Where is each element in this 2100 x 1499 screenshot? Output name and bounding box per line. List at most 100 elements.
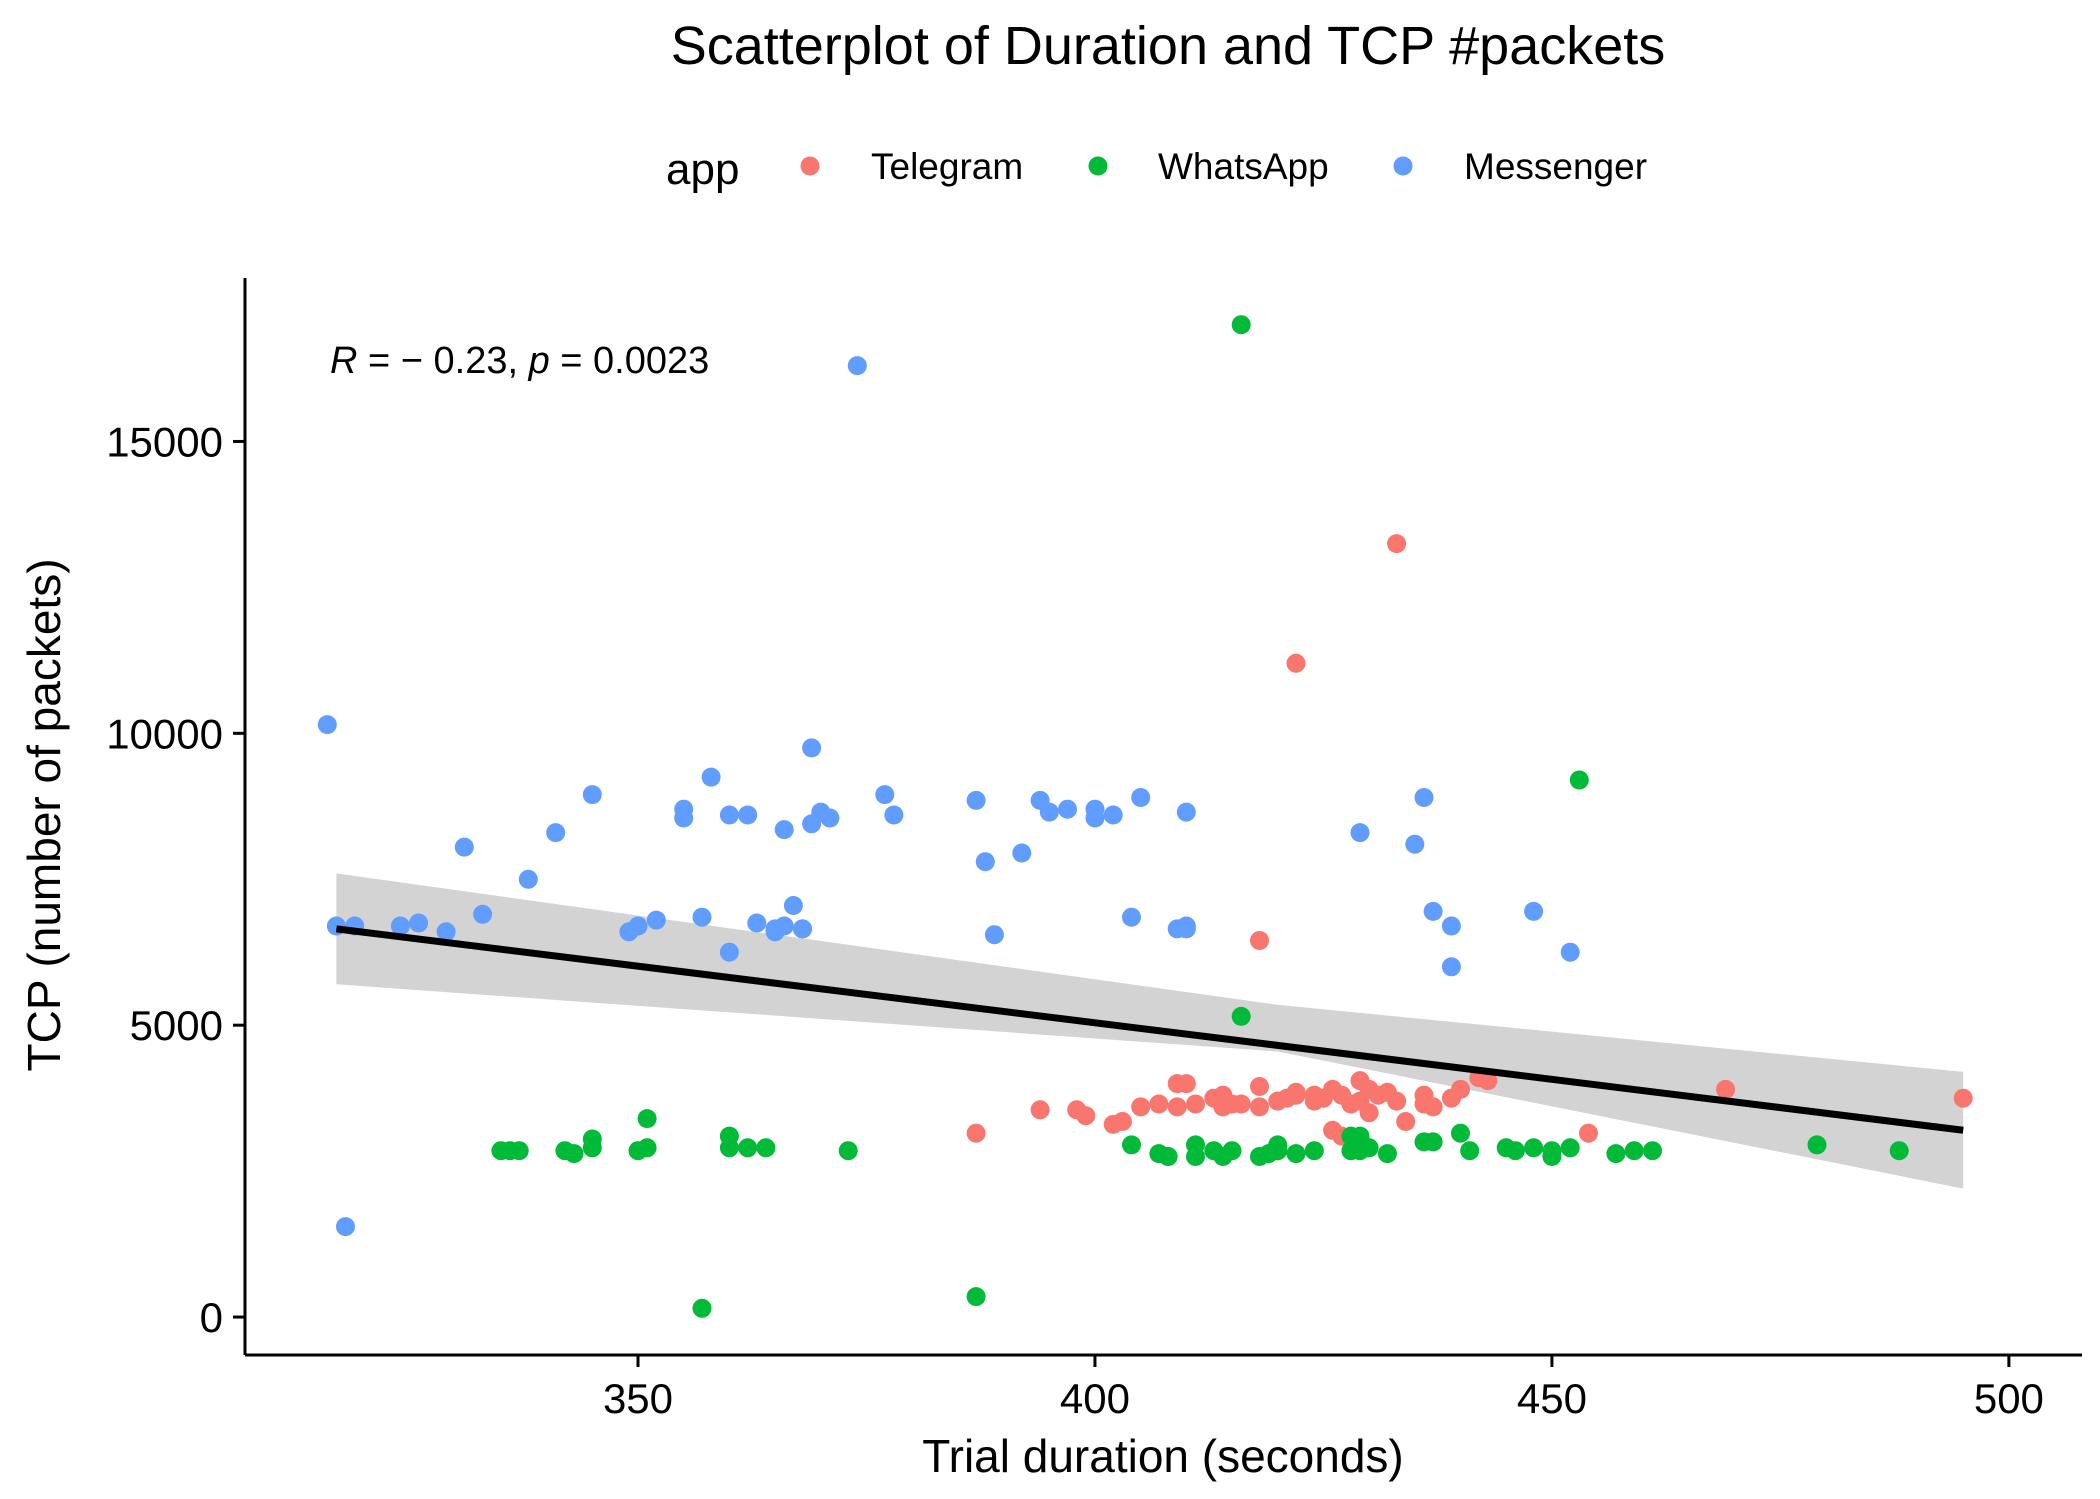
x-tick-label: 350 — [603, 1375, 673, 1422]
point-messenger — [1350, 823, 1370, 843]
point-messenger — [774, 820, 794, 840]
y-tick-label: 10000 — [106, 710, 223, 757]
point-messenger — [674, 808, 694, 828]
point-messenger — [1012, 843, 1032, 863]
point-messenger — [390, 916, 410, 936]
point-whatsapp — [756, 1138, 776, 1158]
point-telegram — [1076, 1106, 1096, 1126]
point-messenger — [1176, 802, 1196, 822]
point-telegram — [1112, 1112, 1132, 1131]
point-telegram — [1149, 1094, 1169, 1114]
point-telegram — [1396, 1112, 1416, 1131]
point-messenger — [847, 356, 867, 376]
point-messenger — [1085, 799, 1105, 819]
point-whatsapp — [738, 1138, 758, 1158]
point-telegram — [1250, 1097, 1269, 1117]
point-messenger — [884, 805, 904, 825]
point-telegram — [1359, 1103, 1379, 1123]
legend-label-telegram: Telegram — [871, 146, 1023, 187]
point-whatsapp — [637, 1109, 657, 1129]
point-telegram — [1250, 1077, 1269, 1096]
point-whatsapp — [1624, 1141, 1644, 1161]
x-tick-label: 450 — [1517, 1375, 1587, 1422]
p-value: = 0.0023 — [550, 340, 710, 382]
point-messenger — [738, 805, 758, 825]
point-messenger — [774, 916, 794, 936]
point-messenger — [719, 805, 739, 825]
point-whatsapp — [1542, 1141, 1562, 1161]
point-messenger — [436, 922, 456, 942]
point-whatsapp — [1122, 1135, 1141, 1155]
point-messenger — [646, 910, 666, 930]
point-telegram — [1250, 931, 1269, 950]
legend: app Telegram WhatsApp Messenger — [666, 145, 1647, 194]
point-messenger — [875, 785, 895, 805]
point-messenger — [1131, 788, 1151, 807]
y-axis-ticks: 0 5000 10000 15000 — [106, 418, 245, 1341]
legend-title: app — [666, 145, 739, 194]
point-messenger — [1405, 834, 1425, 854]
y-axis-title: TCP (number of packets) — [18, 558, 70, 1071]
point-messenger — [546, 823, 566, 843]
point-messenger — [1414, 788, 1434, 807]
points-layer — [317, 315, 1973, 1318]
point-telegram — [1953, 1088, 1973, 1108]
trend-line-layer — [335, 925, 1964, 1134]
point-whatsapp — [1158, 1147, 1178, 1166]
point-whatsapp — [1807, 1135, 1827, 1155]
point-messenger — [1176, 919, 1196, 939]
point-telegram — [1387, 1091, 1407, 1111]
point-telegram — [1451, 1079, 1470, 1099]
legend-label-messenger: Messenger — [1464, 146, 1647, 187]
point-whatsapp — [1505, 1141, 1525, 1161]
x-tick-label: 500 — [1974, 1375, 2044, 1422]
point-whatsapp — [1231, 315, 1251, 335]
point-whatsapp — [582, 1138, 602, 1158]
point-messenger — [409, 913, 429, 933]
point-telegram — [1579, 1123, 1598, 1143]
point-messenger — [336, 1217, 355, 1237]
correlation-annotation: R = − 0.23, p = 0.0023 — [330, 340, 709, 382]
point-messenger — [454, 837, 474, 857]
point-messenger — [802, 738, 822, 758]
point-whatsapp — [1560, 1138, 1580, 1158]
point-telegram — [1286, 653, 1306, 673]
y-tick-label: 15000 — [106, 418, 223, 465]
r-value: = − 0.23, — [357, 340, 528, 382]
x-axis-title: Trial duration (seconds) — [922, 1430, 1404, 1482]
point-whatsapp — [564, 1144, 584, 1164]
point-whatsapp — [719, 1138, 739, 1158]
point-messenger — [984, 925, 1004, 945]
point-whatsapp — [1889, 1141, 1909, 1161]
point-messenger — [1122, 907, 1141, 927]
point-messenger — [582, 785, 602, 805]
point-whatsapp — [1423, 1132, 1443, 1152]
point-messenger — [1058, 799, 1077, 819]
point-telegram — [1423, 1097, 1443, 1117]
point-whatsapp — [1359, 1138, 1379, 1158]
legend-marker-messenger — [1393, 156, 1413, 176]
legend-marker-telegram — [800, 156, 820, 176]
point-messenger — [1103, 805, 1123, 825]
point-whatsapp — [1231, 1006, 1251, 1026]
point-whatsapp — [692, 1298, 712, 1318]
point-messenger — [1560, 942, 1580, 962]
point-messenger — [975, 852, 995, 872]
x-tick-label: 400 — [1060, 1375, 1130, 1422]
point-whatsapp — [1268, 1141, 1288, 1161]
point-telegram — [1030, 1100, 1050, 1120]
point-telegram — [1387, 534, 1407, 554]
point-messenger — [1524, 901, 1544, 921]
y-tick-label: 0 — [200, 1294, 223, 1341]
point-whatsapp — [637, 1138, 657, 1158]
point-whatsapp — [1222, 1141, 1242, 1161]
point-telegram — [966, 1123, 986, 1143]
point-messenger — [820, 808, 840, 828]
point-messenger — [966, 790, 986, 810]
point-telegram — [1167, 1097, 1187, 1117]
point-whatsapp — [1286, 1144, 1306, 1164]
point-telegram — [1231, 1094, 1251, 1114]
x-axis-ticks: 350 400 450 500 — [603, 1355, 2044, 1422]
point-messenger — [518, 869, 538, 889]
point-whatsapp — [1460, 1141, 1480, 1161]
